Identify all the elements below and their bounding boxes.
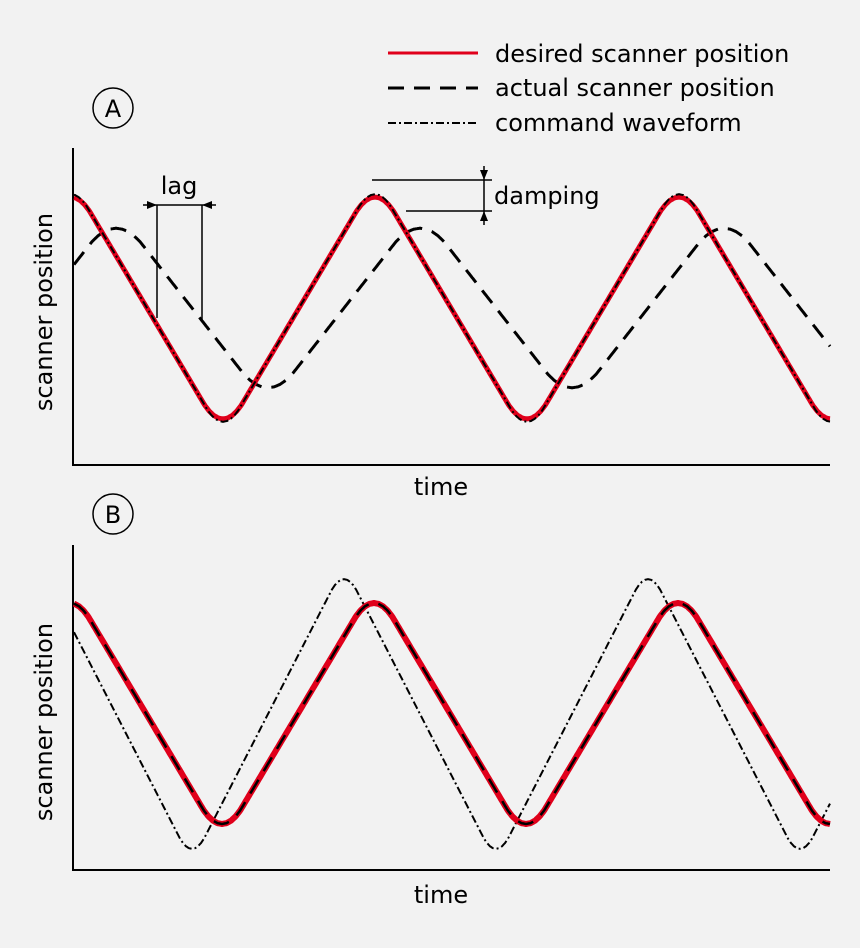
- panel-a-badge: A: [105, 95, 122, 123]
- panel-a: A scanner position time lag damping: [30, 87, 832, 501]
- panel-b-command-line: [73, 578, 831, 850]
- legend: desired scanner position actual scanner …: [388, 40, 789, 137]
- panel-b-actual-line: [73, 601, 831, 826]
- panel-b-desired-line: [72, 600, 832, 827]
- panel-a-command-line: [73, 193, 831, 423]
- panel-b-badge: B: [105, 501, 121, 529]
- panel-a-axes: [72, 148, 830, 466]
- damping-annotation: damping: [372, 166, 600, 225]
- lag-label: lag: [161, 172, 198, 200]
- legend-label-desired: desired scanner position: [495, 40, 789, 68]
- damping-label: damping: [494, 182, 600, 210]
- panel-a-xlabel: time: [414, 473, 468, 501]
- panel-b-badge-circle: [92, 493, 134, 535]
- panel-a-badge-circle: [92, 87, 134, 129]
- panel-b-axes: [72, 545, 830, 871]
- panel-b: B scanner position time: [30, 493, 832, 909]
- panel-a-ylabel: scanner position: [30, 213, 58, 411]
- panel-b-ylabel: scanner position: [30, 623, 58, 821]
- legend-label-actual: actual scanner position: [495, 74, 775, 102]
- panel-b-xlabel: time: [414, 881, 468, 909]
- lag-annotation: lag: [143, 172, 216, 322]
- legend-label-command: command waveform: [495, 109, 742, 137]
- panel-a-actual-line: [72, 226, 832, 390]
